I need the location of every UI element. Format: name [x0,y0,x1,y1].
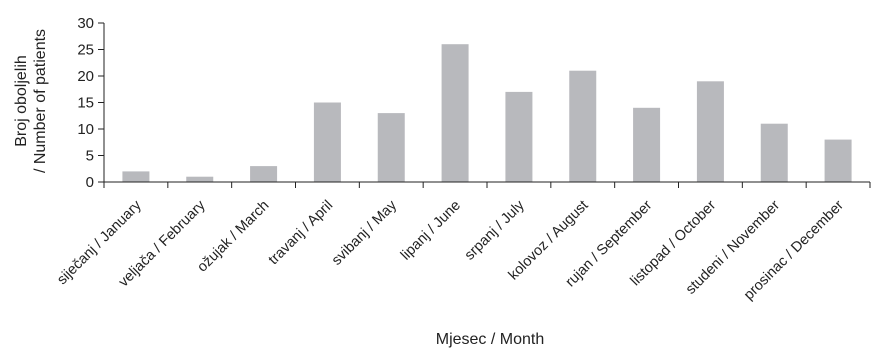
x-category-label: travanj / April [266,198,337,269]
y-tick-label: 25 [77,42,94,59]
y-axis-ticks: 0 5 10 15 20 25 30 [77,15,104,191]
bar [313,102,341,182]
x-category-label: lipanj / June [398,198,464,264]
y-tick-label: 0 [86,174,94,191]
y-axis-title-line-1: Broj oboljelih [13,55,30,147]
y-tick-label: 15 [77,95,94,112]
bar [824,139,852,182]
bar [377,113,405,182]
y-tick-label: 5 [86,148,94,165]
y-axis-title: Broj oboljelih / Number of patients [13,29,49,173]
y-tick-label: 20 [77,68,94,85]
y-axis-title-line-2: / Number of patients [32,29,49,173]
bar [441,44,469,183]
y-tick-label: 10 [77,121,94,138]
bar [633,107,661,182]
y-tick-label: 30 [77,15,94,32]
x-category-label: svibanj / May [329,197,401,269]
bar [186,176,214,182]
bar [760,123,788,182]
bars [122,44,852,183]
bar [250,166,278,182]
x-axis-title: Mjesec / Month [436,331,544,348]
bar [569,70,597,182]
x-category-label: srpanj / July [462,197,529,264]
bar [122,171,150,182]
bar [505,91,533,182]
axes [103,23,870,183]
bar [696,81,724,182]
